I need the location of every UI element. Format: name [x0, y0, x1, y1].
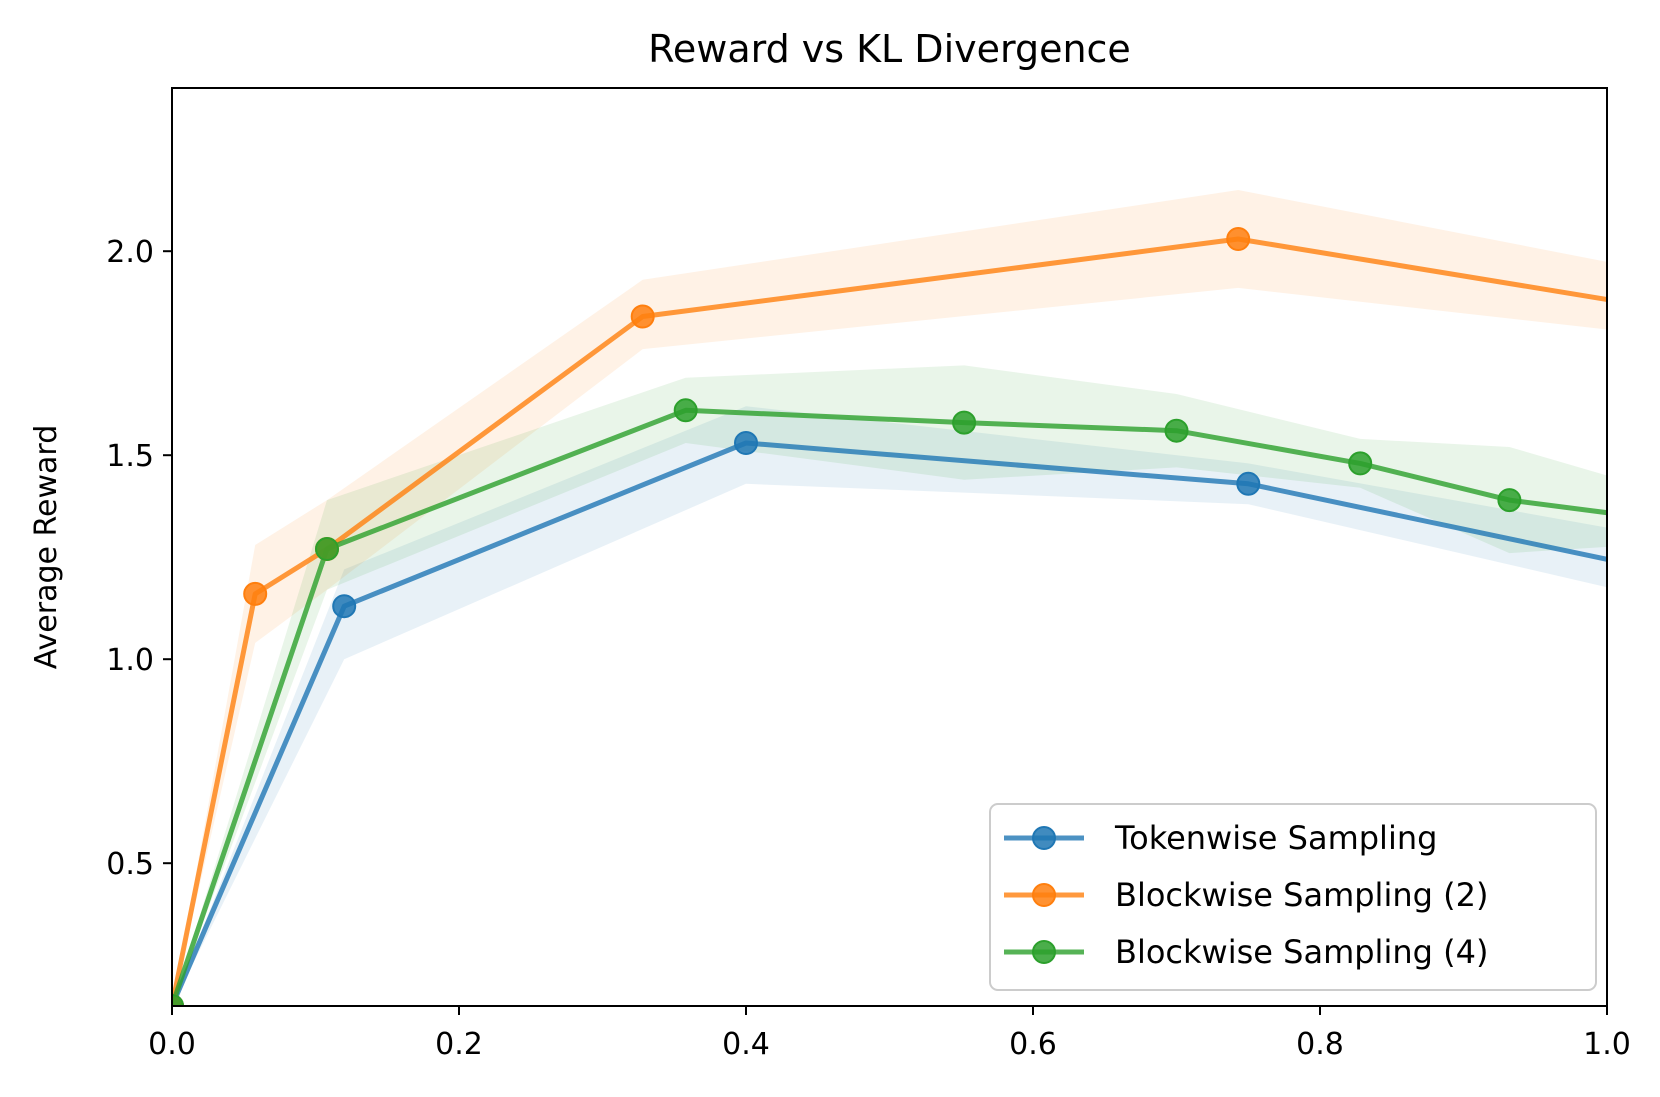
x-tick-label: 0.2 [435, 1027, 483, 1062]
confidence-bands [172, 190, 1607, 1006]
series-3-point [1625, 505, 1647, 527]
series-1-point [1625, 554, 1647, 576]
x-tick-label: 0.8 [1296, 1027, 1344, 1062]
y-tick-label: 1.5 [106, 439, 154, 474]
series-2-point [1625, 293, 1647, 315]
series-3-line [172, 407, 1607, 1006]
plot-frame [171, 87, 1608, 1007]
legend-item: Blockwise Sampling (4) [1004, 933, 1488, 971]
series-1-point [1236, 471, 1261, 496]
legend-label: Blockwise Sampling (2) [1115, 876, 1488, 914]
legend-item: Blockwise Sampling (2) [1004, 876, 1488, 914]
x-tick-label: 0.4 [722, 1027, 770, 1062]
legend-marker-swatch [1032, 883, 1056, 907]
legend-marker-swatch [1032, 826, 1056, 850]
series-3-point [1497, 488, 1522, 513]
legend-box [989, 803, 1597, 991]
series-1-point [734, 431, 758, 455]
series-3-point [952, 410, 977, 435]
chart-title: Reward vs KL Divergence [648, 27, 1131, 71]
legend: Tokenwise Sampling Blockwise Sampling (2)… [989, 803, 1597, 991]
series-2-point [630, 304, 655, 329]
legend-item: Tokenwise Sampling [1004, 819, 1437, 857]
x-tick-label: 1.0 [1583, 1027, 1631, 1062]
series-3-point [1164, 418, 1189, 443]
series-3-point [1348, 451, 1373, 476]
x-axis: 0.0 0.2 0.4 0.6 0.8 1.0 [148, 1006, 1631, 1062]
y-tick-label: 1.0 [106, 643, 154, 678]
series-2-point [1226, 227, 1251, 251]
y-tick-label: 0.5 [106, 847, 154, 882]
legend-label: Tokenwise Sampling [1114, 819, 1437, 857]
series-1-band [172, 406, 1607, 1006]
legend-label: Blockwise Sampling (4) [1115, 933, 1488, 971]
series-3-point [673, 398, 698, 423]
y-tick-label: 2.0 [106, 235, 154, 270]
series-3-point [315, 537, 339, 561]
series-3-point [172, 994, 184, 1006]
series-2-line [172, 236, 1607, 1006]
x-tick-label: 0.6 [1009, 1027, 1057, 1062]
series-2-band [172, 190, 1607, 1006]
series-2-point [243, 581, 268, 606]
y-axis: 0.5 1.0 1.5 2.0 [106, 235, 172, 882]
series-1-point [332, 594, 357, 619]
series-markers [172, 227, 1647, 1006]
legend-marker-swatch [1032, 940, 1056, 964]
x-tick-label: 0.0 [148, 1027, 196, 1062]
y-axis-label: Average Reward [29, 425, 64, 669]
